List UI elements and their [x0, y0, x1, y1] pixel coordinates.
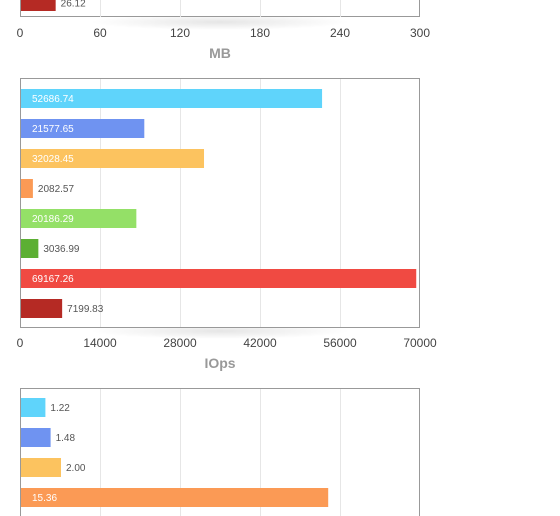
iops-plot-frame — [20, 78, 420, 328]
third-bar — [21, 488, 329, 507]
third-bar — [21, 398, 46, 417]
iops-bar — [21, 209, 137, 228]
third-bar — [21, 428, 51, 447]
iops-bar — [21, 299, 63, 318]
mb-tick-label: 60 — [93, 26, 107, 40]
iops-bar-value-label: 32028.45 — [32, 154, 74, 165]
third-bar — [21, 458, 61, 477]
third-bar-value-label: 1.22 — [50, 403, 70, 414]
iops-bar-value-label: 52686.74 — [32, 94, 74, 105]
iops-bar — [21, 239, 39, 258]
mb-chart: 26.12 0 60 120 180 240 300 MB — [17, 0, 431, 61]
mb-axis-title: MB — [209, 45, 231, 61]
third-chart: 1.22 1.48 2.00 15.36 — [20, 388, 420, 516]
iops-bar — [21, 89, 323, 108]
iops-tick-label: 42000 — [243, 336, 277, 350]
mb-tick-labels: 0 60 120 180 240 300 — [17, 26, 431, 40]
iops-bar-value-label: 3036.99 — [43, 244, 80, 255]
mb-tick-label: 300 — [410, 26, 430, 40]
iops-tick-label: 28000 — [163, 336, 197, 350]
mb-plot-frame — [20, 0, 420, 17]
mb-bars: 26.12 — [21, 0, 86, 11]
mb-bar-value-label: 26.12 — [61, 0, 86, 10]
mb-tick-label: 120 — [170, 26, 190, 40]
mb-chart-shadow — [90, 14, 350, 30]
iops-tick-label: 14000 — [83, 336, 117, 350]
iops-tick-labels: 0 14000 28000 42000 56000 70000 — [17, 336, 437, 350]
iops-bar-value-label: 2082.57 — [38, 184, 75, 195]
iops-bars: 52686.74 21577.65 32028.45 2082.57 20186.29 3… — [21, 89, 417, 318]
iops-bar-value-label: 7199.83 — [67, 304, 104, 315]
third-bar-value-label: 1.48 — [56, 433, 76, 444]
iops-chart: 52686.74 21577.65 32028.45 2082.57 20186.29 3… — [17, 78, 437, 371]
third-bar-value-label: 15.36 — [32, 493, 57, 504]
mb-bar — [21, 0, 56, 11]
iops-tick-label: 56000 — [323, 336, 357, 350]
iops-bar-value-label: 69167.26 — [32, 274, 74, 285]
mb-gridlines — [100, 0, 341, 17]
third-bar-value-label: 2.00 — [66, 463, 86, 474]
iops-bar-value-label: 20186.29 — [32, 214, 74, 225]
iops-bar — [21, 119, 145, 138]
mb-tick-label: 0 — [17, 26, 24, 40]
mb-tick-label: 180 — [250, 26, 270, 40]
mb-tick-label: 240 — [330, 26, 350, 40]
iops-tick-label: 70000 — [403, 336, 437, 350]
iops-tick-label: 0 — [17, 336, 24, 350]
iops-bar — [21, 179, 33, 198]
third-bars: 1.22 1.48 2.00 15.36 — [21, 398, 329, 507]
iops-bar — [21, 269, 417, 288]
iops-axis-title: IOps — [204, 355, 235, 371]
iops-bar — [21, 149, 205, 168]
iops-bar-value-label: 21577.65 — [32, 124, 74, 135]
